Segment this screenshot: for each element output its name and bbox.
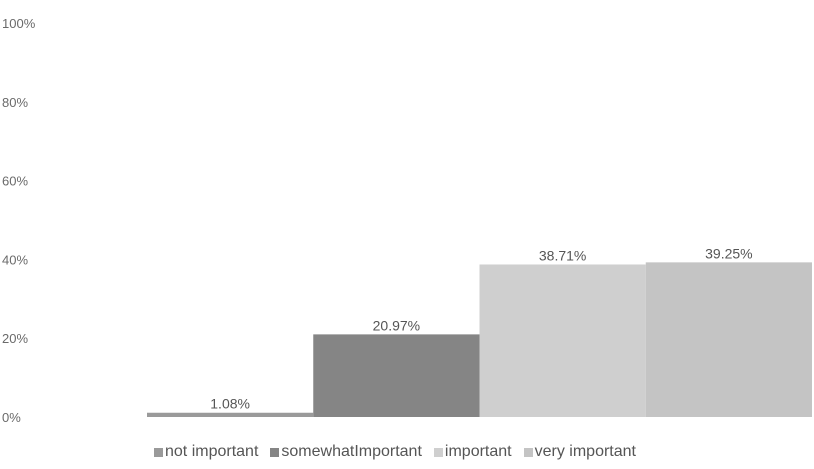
legend-label: not important bbox=[165, 443, 259, 460]
bar-0 bbox=[147, 412, 314, 417]
data-label: 38.71% bbox=[539, 247, 586, 263]
legend-label: somewhatImportant bbox=[281, 443, 422, 460]
legend-swatch bbox=[270, 447, 280, 457]
y-tick-label: 20% bbox=[2, 331, 28, 346]
bar-3 bbox=[645, 262, 812, 417]
y-tick-label: 0% bbox=[2, 410, 21, 425]
y-tick-label: 60% bbox=[2, 174, 28, 189]
data-label: 1.08% bbox=[210, 396, 250, 412]
legend-swatch bbox=[154, 447, 163, 457]
bar-1 bbox=[313, 334, 480, 417]
bar-chart: 0% 20% 40% 60% 80% 100% 1.08% 20.97% 38.71% 39.25… bbox=[2, 16, 812, 425]
legend-item-important: important bbox=[433, 443, 512, 461]
data-label: 20.97% bbox=[373, 317, 420, 333]
legend-swatch bbox=[433, 447, 443, 457]
y-tick-label: 40% bbox=[2, 252, 28, 267]
y-tick-label: 80% bbox=[2, 95, 28, 110]
legend-label: important bbox=[444, 443, 512, 460]
legend-item-not-important: not important bbox=[154, 443, 258, 461]
data-label: 39.25% bbox=[705, 245, 752, 261]
legend-item-very-important: very important bbox=[523, 443, 636, 461]
y-tick-label: 100% bbox=[2, 16, 36, 31]
legend-swatch bbox=[523, 447, 533, 457]
bar-2 bbox=[479, 264, 646, 417]
legend-label: very important bbox=[534, 443, 636, 460]
legend: not important somewhatImportant importan… bbox=[154, 443, 636, 461]
legend-item-somewhat-important: somewhatImportant bbox=[270, 443, 422, 461]
